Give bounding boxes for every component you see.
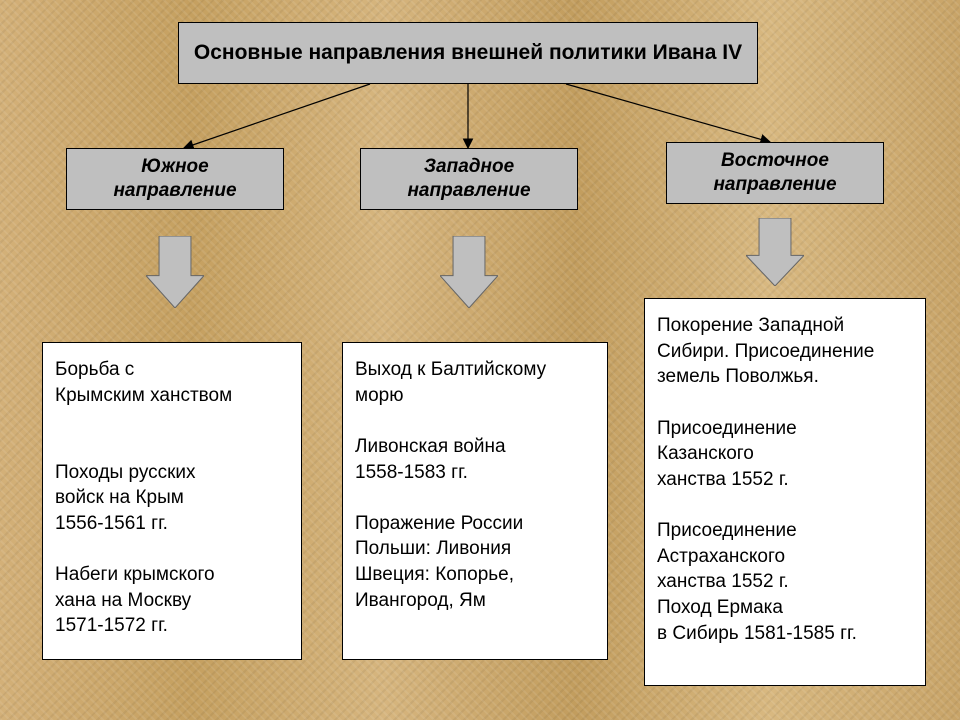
detail-line [355,408,595,434]
detail-line: в Сибирь 1581-1585 гг. [657,621,913,647]
branch-label-south: Южное направление [66,148,284,210]
detail-line [55,408,289,434]
detail-line: ханства 1552 г. [657,467,913,493]
detail-line: 1556-1561 гг. [55,511,289,537]
detail-line: Сибири. Присоединение [657,339,913,365]
branch-label-west: Западное направление [360,148,578,210]
detail-line: 1558-1583 гг. [355,460,595,486]
block-arrow-icon [746,218,804,286]
detail-line: Ливонская война [355,434,595,460]
detail-line: Швеция: Копорье, [355,562,595,588]
detail-line: Астраханского [657,544,913,570]
branch-detail-east: Покорение ЗападнойСибири. Присоединениез… [644,298,926,686]
detail-line [657,492,913,518]
detail-line: 1571-1572 гг. [55,613,289,639]
branch-detail-south: Борьба сКрымским ханством Походы русских… [42,342,302,660]
detail-line: Присоединение [657,518,913,544]
branch-label-text: Западное направление [407,155,530,203]
branch-label-text: Южное направление [113,155,236,203]
detail-line [355,485,595,511]
detail-line: Казанского [657,441,913,467]
detail-line: Поход Ермака [657,595,913,621]
detail-line: Выход к Балтийскому [355,357,595,383]
diagram-canvas: Основные направления внешней политики Ив… [0,0,960,720]
detail-line [55,434,289,460]
branch-label-text: Восточное направление [713,149,836,197]
block-arrow-icon [146,236,204,308]
detail-line: морю [355,383,595,409]
detail-line: войск на Крым [55,485,289,511]
detail-line: Ивангород, Ям [355,588,595,614]
branch-label-east: Восточное направление [666,142,884,204]
detail-line [55,536,289,562]
detail-line: Набеги крымского [55,562,289,588]
detail-line: Борьба с [55,357,289,383]
detail-line: Польши: Ливония [355,536,595,562]
main-title-box: Основные направления внешней политики Ив… [178,22,758,84]
detail-line: Крымским ханством [55,383,289,409]
branch-detail-west: Выход к Балтийскому морю Ливонская война… [342,342,608,660]
detail-line: хана на Москву [55,588,289,614]
block-arrow-icon [440,236,498,308]
detail-line: ханства 1552 г. [657,569,913,595]
detail-line: Поражение России [355,511,595,537]
detail-line: Походы русских [55,460,289,486]
main-title-text: Основные направления внешней политики Ив… [194,41,742,65]
detail-line: земель Поволжья. [657,364,913,390]
detail-line: Присоединение [657,416,913,442]
detail-line [657,390,913,416]
detail-line: Покорение Западной [657,313,913,339]
